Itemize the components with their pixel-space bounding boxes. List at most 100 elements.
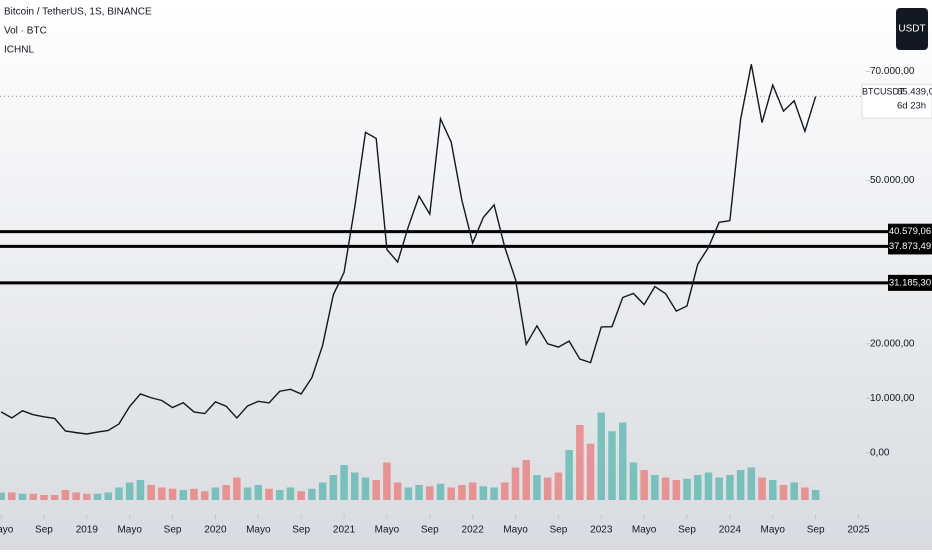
volume-bar (468, 482, 477, 500)
x-tick-label: 2021 (333, 525, 356, 536)
volume-bar (233, 477, 241, 500)
volume-bar (168, 488, 177, 500)
volume-bar (275, 490, 284, 500)
volume-bar (554, 472, 563, 500)
chart-title: Bitcoin / TetherUS, 1S, BINANCE (4, 7, 152, 18)
volume-bar (61, 490, 70, 500)
volume-bar (651, 475, 659, 500)
x-tick-label: Sep (678, 525, 696, 536)
last-price-label: 65.439,04 (897, 87, 932, 98)
level-label: 37.873,49 (889, 241, 931, 252)
x-tick-label: Sep (550, 525, 568, 536)
volume-bar (415, 485, 423, 500)
volume-bar (40, 495, 48, 500)
symbol-label: BTCUSDT (862, 87, 905, 97)
price-line (0, 64, 817, 435)
volume-bar (8, 492, 16, 500)
volume-bar (254, 485, 263, 500)
volume-bar (490, 487, 498, 500)
volume-bar (779, 485, 788, 500)
volume-bar (340, 465, 348, 500)
volume-bar (618, 422, 627, 500)
y-tick-label: 0,00 (870, 447, 890, 458)
volume-bar (372, 480, 380, 500)
x-tick-label: Mayo (117, 525, 142, 536)
currency-label[interactable]: USDT (898, 24, 925, 35)
y-tick-label: 10.000,00 (870, 393, 915, 404)
x-tick-label: Sep (292, 525, 310, 536)
volume-bar (811, 490, 820, 500)
volume-bar (479, 486, 488, 500)
volume-bar (147, 485, 155, 500)
volume-bar (0, 492, 5, 500)
volume-bar (501, 482, 509, 500)
volume-bar (801, 487, 809, 500)
volume-bar (715, 477, 723, 500)
volume-bar (586, 443, 595, 500)
volume-bar (704, 472, 713, 500)
x-tick-label: Sep (164, 525, 182, 536)
x-tick-label: 2025 (847, 525, 870, 536)
volume-bar (533, 475, 541, 500)
y-tick-label: 20.000,00 (870, 338, 915, 349)
volume-bar (543, 477, 552, 500)
x-tick-label: Mayo (632, 525, 657, 536)
volume-bar (222, 485, 230, 500)
volume-bar (297, 491, 305, 500)
volume-bar (608, 431, 616, 500)
currency-button[interactable] (896, 8, 928, 50)
x-tick-label: Mayo (246, 525, 271, 536)
volume-bar (769, 480, 777, 500)
volume-bar (404, 487, 413, 500)
volume-bar (383, 462, 391, 500)
x-tick-label: Mayo (375, 525, 400, 536)
volume-bar (736, 470, 745, 500)
x-tick-label: Mayo (761, 525, 786, 536)
countdown-label: 6d 23h (897, 101, 926, 112)
volume-bar (361, 477, 370, 500)
last-price-box (861, 83, 932, 119)
x-tick-label: 2022 (462, 525, 485, 536)
x-tick-label: Sep (807, 525, 825, 536)
x-tick-label: Sep (421, 525, 439, 536)
volume-bar (393, 482, 402, 500)
volume-bar (104, 492, 113, 500)
volume-bar (661, 477, 670, 500)
volume-bar (747, 467, 756, 500)
volume-bar (72, 492, 80, 500)
volume-bar (136, 480, 145, 500)
volume-bar (158, 487, 166, 500)
volume-bar (436, 483, 445, 500)
volume-bar (200, 491, 209, 500)
volume-bar (211, 487, 220, 500)
x-tick-label: 2024 (719, 525, 742, 536)
volume-bar (318, 482, 327, 500)
level-label-box (888, 223, 932, 240)
volume-bar (458, 485, 466, 500)
volume-bar (351, 472, 359, 500)
volume-bar (243, 487, 252, 500)
volume-bar (125, 482, 134, 500)
volume-bar (179, 490, 188, 500)
volume-bar (286, 487, 295, 500)
volume-bar (683, 478, 691, 500)
level-label-box (888, 274, 932, 291)
volume-bar (190, 488, 198, 500)
volume-bar (693, 475, 702, 500)
volume-bar (308, 488, 316, 500)
volume-bar (426, 486, 434, 500)
x-tick-label: Mayo (0, 525, 14, 536)
x-tick-label: 2019 (76, 525, 99, 536)
volume-bar (115, 487, 123, 500)
level-label-box (888, 238, 932, 255)
y-tick-label: 50.000,00 (870, 175, 915, 186)
x-tick-label: 2023 (590, 525, 613, 536)
volume-bar (329, 475, 338, 500)
indicator-label: Vol · BTC (4, 26, 47, 37)
volume-bar (629, 462, 638, 500)
volume-bar (726, 475, 734, 500)
volume-bar (83, 493, 91, 500)
